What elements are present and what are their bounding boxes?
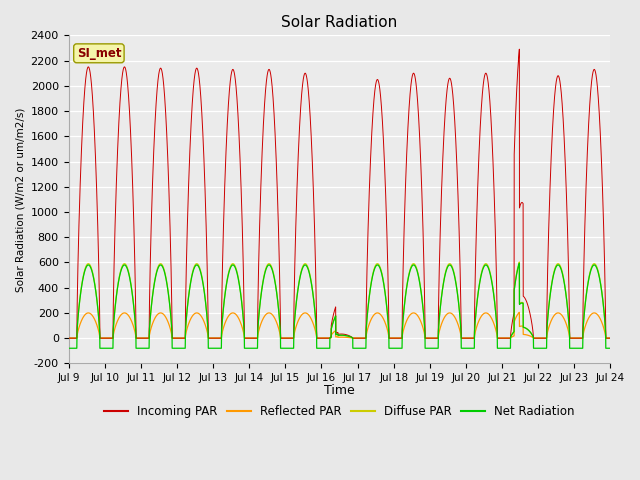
- Net Radiation: [162, 276, 170, 281]
- Text: SI_met: SI_met: [77, 47, 121, 60]
- Line: Incoming PAR: Incoming PAR: [68, 49, 611, 338]
- Reflected PAR: [162, 314, 170, 320]
- Title: Solar Radiation: Solar Radiation: [282, 15, 397, 30]
- Reflected PAR: [492, 326, 499, 332]
- Line: Diffuse PAR: Diffuse PAR: [68, 262, 611, 338]
- Diffuse PAR: [461, 335, 468, 341]
- Legend: Incoming PAR, Reflected PAR, Diffuse PAR, Net Radiation: Incoming PAR, Reflected PAR, Diffuse PAR…: [99, 401, 580, 423]
- Reflected PAR: [607, 335, 614, 341]
- Net Radiation: [319, 346, 327, 351]
- Reflected PAR: [431, 335, 438, 341]
- Incoming PAR: [162, 114, 170, 120]
- Diffuse PAR: [606, 335, 614, 341]
- Incoming PAR: [319, 335, 327, 341]
- Incoming PAR: [492, 235, 499, 241]
- Incoming PAR: [606, 335, 614, 341]
- Reflected PAR: [606, 335, 614, 341]
- Diffuse PAR: [162, 275, 170, 280]
- Incoming PAR: [607, 335, 614, 341]
- Incoming PAR: [515, 46, 523, 52]
- Diffuse PAR: [607, 335, 614, 341]
- Net Radiation: [606, 346, 614, 351]
- Reflected PAR: [319, 335, 327, 341]
- Diffuse PAR: [65, 335, 72, 341]
- Reflected PAR: [65, 335, 72, 341]
- Diffuse PAR: [492, 307, 499, 313]
- Net Radiation: [461, 346, 468, 351]
- Line: Net Radiation: Net Radiation: [68, 264, 611, 348]
- Net Radiation: [515, 261, 523, 266]
- Line: Reflected PAR: Reflected PAR: [68, 312, 611, 338]
- Diffuse PAR: [431, 335, 438, 341]
- Net Radiation: [65, 346, 72, 351]
- Reflected PAR: [515, 310, 523, 315]
- Net Radiation: [607, 346, 614, 351]
- Y-axis label: Solar Radiation (W/m2 or um/m2/s): Solar Radiation (W/m2 or um/m2/s): [15, 107, 25, 291]
- Incoming PAR: [431, 335, 438, 341]
- X-axis label: Time: Time: [324, 384, 355, 397]
- Incoming PAR: [461, 335, 468, 341]
- Diffuse PAR: [319, 335, 327, 341]
- Reflected PAR: [461, 335, 468, 341]
- Diffuse PAR: [515, 259, 523, 265]
- Net Radiation: [492, 308, 499, 313]
- Incoming PAR: [65, 335, 72, 341]
- Net Radiation: [431, 346, 438, 351]
